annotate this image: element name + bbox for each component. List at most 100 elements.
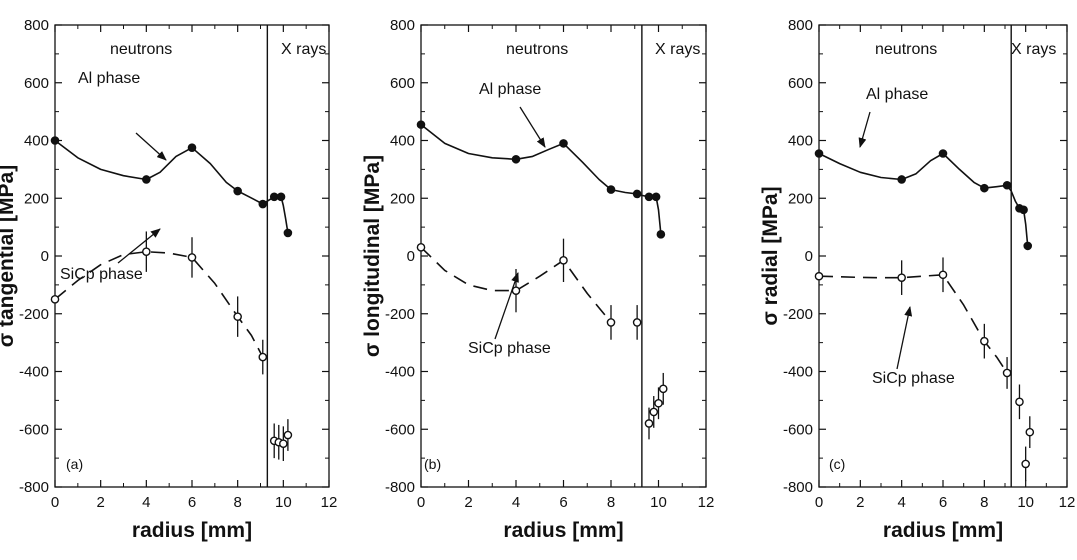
- x-tick-label: 8: [607, 494, 615, 511]
- data-point: [50, 295, 60, 304]
- y-tick-label: -800: [385, 479, 415, 496]
- y-tick-label: -600: [385, 421, 415, 438]
- x-tick-label: 10: [650, 494, 667, 511]
- y-tick-label: 800: [24, 17, 49, 34]
- data-point: [187, 253, 197, 262]
- y-tick-label: -200: [385, 306, 415, 323]
- x-tick-label: 2: [96, 494, 104, 511]
- x-tick-label: 2: [464, 494, 472, 511]
- data-point: [279, 439, 288, 448]
- y-tick-label: -400: [385, 364, 415, 381]
- data-point: [1019, 205, 1028, 215]
- y-tick-label: 600: [390, 75, 415, 92]
- data-point: [938, 270, 948, 280]
- series-line: [818, 152, 1029, 246]
- y-tick-label: -600: [19, 421, 49, 438]
- x-tick-label: 10: [1017, 494, 1034, 511]
- data-point: [142, 175, 151, 184]
- x-tick-label: 2: [856, 494, 864, 511]
- data-point: [938, 149, 948, 158]
- data-point: [283, 430, 293, 440]
- y-tick-label: 600: [24, 75, 49, 92]
- series-al-phase: [416, 120, 666, 239]
- series-line: [54, 139, 289, 234]
- data-point: [276, 192, 286, 202]
- data-point: [644, 192, 654, 202]
- y-tick-label: -200: [19, 306, 49, 323]
- series-sicp-phase: [416, 238, 668, 440]
- data-point: [632, 318, 642, 327]
- x-tick-label: 8: [980, 494, 988, 511]
- y-tick-label: 400: [24, 133, 49, 150]
- data-point: [649, 407, 659, 417]
- y-tick-label: 600: [788, 75, 813, 92]
- x-tick-label: 6: [188, 494, 196, 511]
- data-point: [606, 318, 616, 327]
- data-point: [1015, 397, 1024, 407]
- y-tick-label: 800: [390, 17, 415, 34]
- y-tick-label: 200: [390, 190, 415, 207]
- data-point: [606, 185, 616, 194]
- x-axis-title: radius [mm]: [132, 519, 252, 542]
- data-point: [142, 247, 151, 256]
- data-point: [511, 154, 521, 164]
- data-point: [897, 273, 906, 282]
- x-axis-title: radius [mm]: [883, 519, 1003, 542]
- annotation-arrow: [117, 228, 161, 264]
- y-axis-title: σ longitudinal [MPa]: [361, 155, 384, 357]
- annotation-al-phase: Al phase: [866, 86, 928, 103]
- annotation-arrow: [494, 272, 519, 340]
- data-point: [897, 175, 906, 184]
- data-point: [187, 143, 197, 153]
- data-point: [233, 186, 242, 196]
- y-tick-label: -400: [19, 364, 49, 381]
- annotation-sicp-phase: SiCp phase: [872, 370, 955, 387]
- annotation-al-phase: Al phase: [78, 70, 140, 87]
- data-point: [559, 256, 568, 265]
- y-tick-label: 400: [788, 133, 813, 150]
- y-tick-label: 200: [24, 190, 49, 207]
- x-tick-label: 8: [233, 494, 241, 511]
- series-line: [54, 250, 269, 364]
- annotation-arrow: [858, 111, 871, 148]
- annotation-arrow: [519, 106, 546, 148]
- data-point: [416, 120, 426, 129]
- y-tick-label: 400: [390, 133, 415, 150]
- y-tick-label: 0: [41, 248, 49, 265]
- y-tick-label: 200: [788, 190, 813, 207]
- data-point: [1002, 368, 1012, 378]
- x-tick-label: 10: [275, 494, 292, 511]
- x-tick-label: 6: [559, 494, 567, 511]
- data-point: [50, 136, 60, 145]
- x-tick-label: 4: [142, 494, 150, 511]
- series-sicp-phase: [50, 231, 293, 462]
- chart-panel-2: -800 -600 -400 -200 0 200 400 600 800 0 2 4 6 8 10 12 ra…: [361, 17, 714, 542]
- data-point: [651, 192, 661, 202]
- x-tick-label: 0: [815, 494, 823, 511]
- series-sicp-phase: [814, 257, 1035, 482]
- data-point: [1025, 427, 1035, 437]
- x-axis-title: radius [mm]: [503, 519, 623, 542]
- data-point: [644, 419, 654, 428]
- y-tick-label: -800: [19, 479, 49, 496]
- data-point: [1021, 459, 1030, 469]
- x-tick-label: 0: [417, 494, 425, 511]
- region-label-x-rays: X rays: [1011, 41, 1056, 58]
- data-point: [416, 243, 426, 252]
- y-axis-title: σ radial [MPa]: [759, 186, 782, 325]
- chart-panel-3: -800 -600 -400 -200 0 200 400 600 800 0 2 4 6 8 10 12 ra…: [759, 17, 1075, 542]
- data-point: [1002, 180, 1012, 190]
- data-point: [258, 199, 268, 209]
- data-point: [658, 384, 668, 394]
- series-al-phase: [50, 136, 293, 238]
- x-tick-label: 12: [1059, 494, 1076, 511]
- region-label-x-rays: X rays: [281, 41, 326, 58]
- annotation-arrow: [896, 306, 913, 370]
- region-label-x-rays: X rays: [655, 41, 700, 58]
- x-tick-label: 12: [321, 494, 338, 511]
- annotation-sicp-phase: SiCp phase: [60, 266, 143, 283]
- y-tick-label: -400: [783, 364, 813, 381]
- panel-tag: (a): [66, 456, 83, 472]
